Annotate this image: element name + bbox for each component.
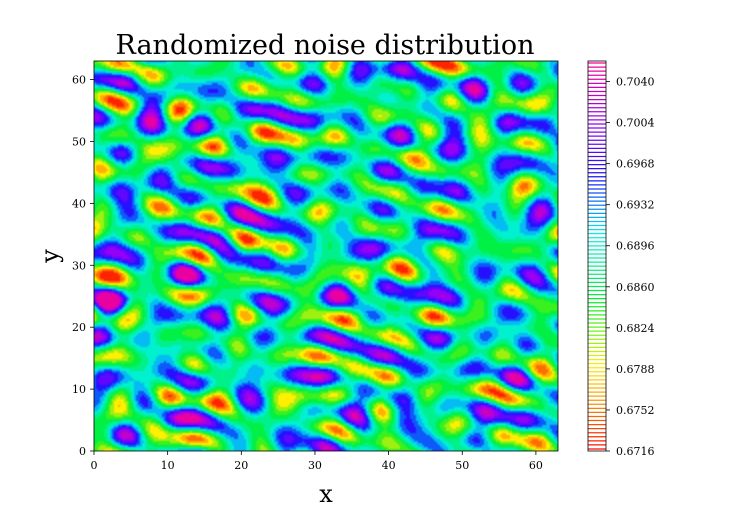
x-axis-label: x: [319, 480, 333, 508]
x-tick-label: 40: [382, 459, 396, 472]
colorbar-tick-label: 0.6932: [616, 199, 655, 212]
x-tick-label: 30: [308, 459, 322, 472]
colorbar-frame: [587, 60, 607, 452]
y-tick-label: 10: [72, 383, 86, 396]
y-axis: 0 10 20 30 40 50 60: [72, 74, 94, 458]
colorbar-tick-label: 0.6824: [616, 322, 655, 335]
y-tick-label: 30: [72, 259, 86, 272]
colorbar-axis: 0.6716 0.6752 0.6788 0.6824 0.6860 0.6896 0.69…: [606, 76, 655, 458]
colorbar-tick-label: 0.7040: [616, 76, 655, 89]
colorbar-tick-label: 0.6896: [616, 240, 655, 253]
colorbar-tick-label: 0.6968: [616, 158, 655, 171]
colorbar-tick-label: 0.6788: [616, 363, 655, 376]
chart-title: Randomized noise distribution: [116, 30, 535, 61]
contour-plot-area: [94, 61, 558, 451]
colorbar-tick-label: 0.6860: [616, 281, 655, 294]
x-tick-label: 20: [234, 459, 248, 472]
y-tick-label: 50: [72, 135, 86, 148]
x-tick-label: 0: [91, 459, 98, 472]
y-tick-label: 60: [72, 74, 86, 87]
x-tick-label: 60: [529, 459, 543, 472]
heatmap-field: [94, 61, 558, 451]
colorbar: [587, 60, 607, 452]
plot-frame: [93, 60, 559, 452]
y-tick-label: 0: [79, 445, 86, 458]
y-tick-label: 20: [72, 321, 86, 334]
colorbar-tick-label: 0.6752: [616, 404, 655, 417]
colorbar-tick-label: 0.7004: [616, 117, 655, 130]
y-axis-label: y: [36, 249, 64, 264]
x-tick-label: 10: [161, 459, 175, 472]
x-tick-label: 50: [455, 459, 469, 472]
y-tick-label: 40: [72, 197, 86, 210]
colorbar-tick-label: 0.6716: [616, 445, 655, 458]
x-axis: 0 10 20 30 40 50 60: [91, 451, 543, 472]
